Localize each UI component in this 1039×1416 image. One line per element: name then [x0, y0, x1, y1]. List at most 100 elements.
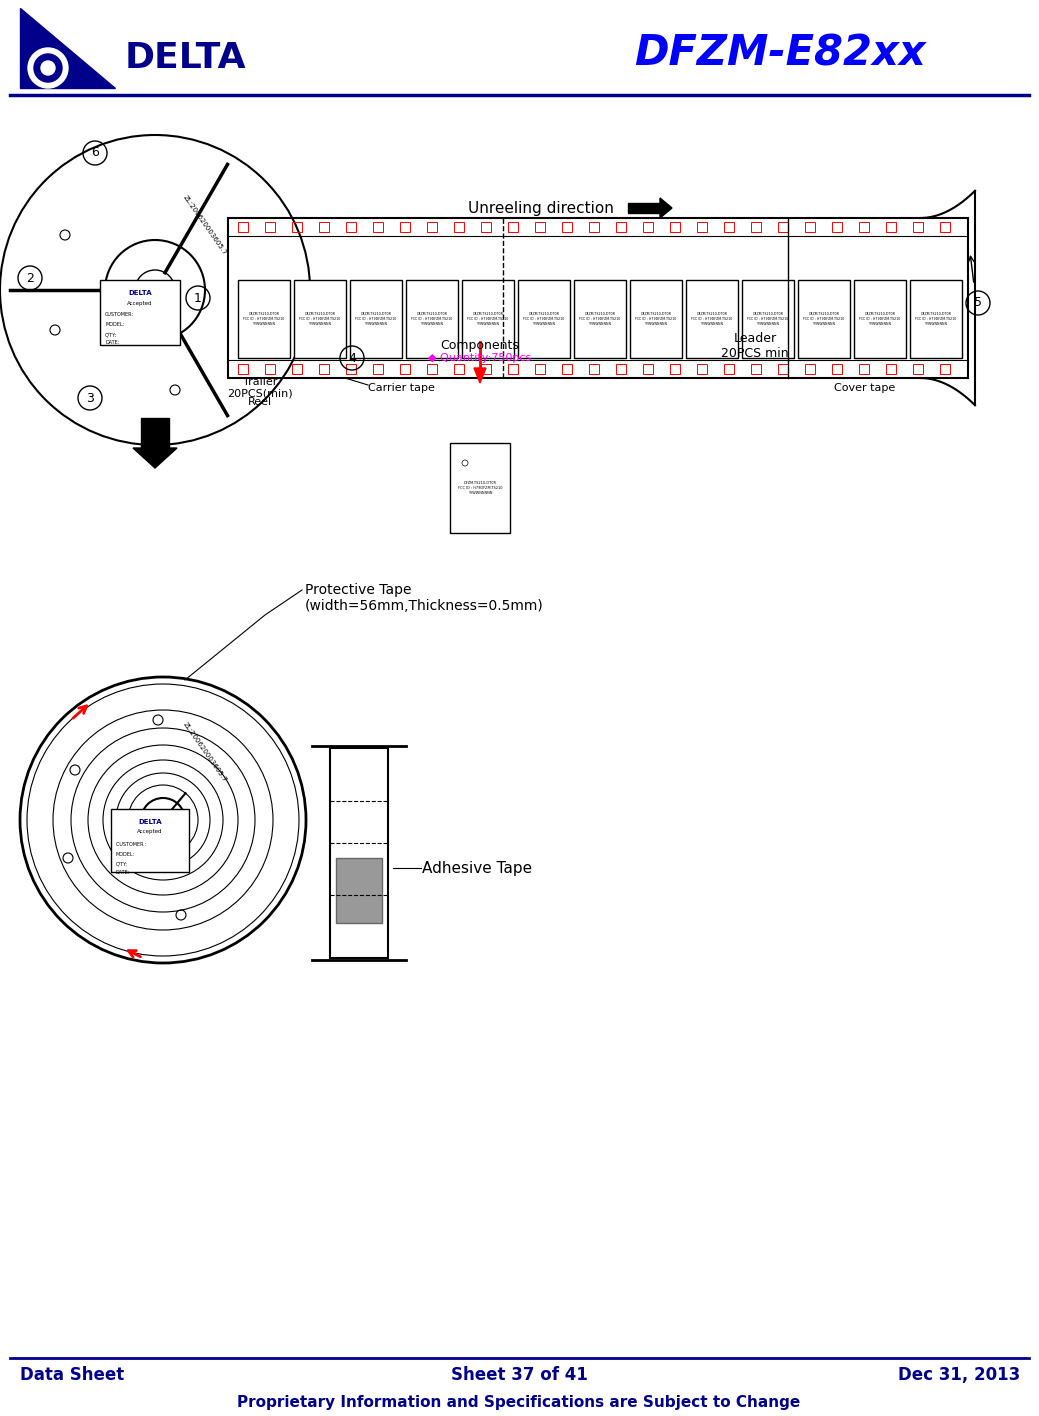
Bar: [238, 222, 248, 232]
Bar: [265, 222, 275, 232]
Bar: [562, 364, 572, 374]
Bar: [724, 364, 734, 374]
Text: DFZM-TS210-DT0R
FCC ID : H79DFZM-TS210
YYWWNNNNN: DFZM-TS210-DT0R FCC ID : H79DFZM-TS210 Y…: [915, 313, 957, 326]
Bar: [940, 364, 950, 374]
Text: Protective Tape
(width=56mm,Thickness=0.5mm): Protective Tape (width=56mm,Thickness=0.…: [305, 583, 543, 613]
Bar: [294, 280, 346, 358]
Bar: [697, 222, 707, 232]
Bar: [427, 222, 437, 232]
Bar: [346, 222, 356, 232]
Bar: [508, 222, 518, 232]
Polygon shape: [474, 368, 486, 382]
Text: Sheet 37 of 41: Sheet 37 of 41: [451, 1366, 587, 1383]
Bar: [697, 364, 707, 374]
Bar: [373, 222, 383, 232]
Bar: [373, 364, 383, 374]
Bar: [910, 280, 962, 358]
Bar: [346, 364, 356, 374]
Bar: [832, 364, 842, 374]
Text: MODEL:: MODEL:: [105, 323, 125, 327]
Text: DFZM-TS210-DT0R
FCC ID : H79DFZM-TS210
YYWWNNNNN: DFZM-TS210-DT0R FCC ID : H79DFZM-TS210 Y…: [635, 313, 676, 326]
Bar: [111, 809, 189, 872]
Text: DATE:: DATE:: [105, 340, 119, 346]
Bar: [450, 443, 510, 532]
Text: DFZM-TS210-DT0R
FCC ID : H79DFZM-TS210
YYWWNNNNN: DFZM-TS210-DT0R FCC ID : H79DFZM-TS210 Y…: [524, 313, 564, 326]
Bar: [805, 222, 815, 232]
Text: Dec 31, 2013: Dec 31, 2013: [898, 1366, 1020, 1383]
Bar: [481, 364, 491, 374]
Polygon shape: [20, 8, 115, 88]
Bar: [630, 280, 682, 358]
Text: 2: 2: [26, 272, 34, 285]
Text: Accepted: Accepted: [127, 300, 153, 306]
Text: DELTA: DELTA: [128, 290, 152, 296]
Text: DFZM-TS210-DT0R
FCC ID : H79DFZM-TS210
YYWWNNNNN: DFZM-TS210-DT0R FCC ID : H79DFZM-TS210 Y…: [458, 481, 502, 494]
Bar: [778, 222, 788, 232]
Bar: [406, 280, 458, 358]
Bar: [859, 364, 869, 374]
Bar: [319, 222, 329, 232]
Text: CUSTOMER:: CUSTOMER:: [105, 313, 134, 317]
Text: DFZM-TS210-DT0R
FCC ID : H79DFZM-TS210
YYWWNNNNN: DFZM-TS210-DT0R FCC ID : H79DFZM-TS210 Y…: [859, 313, 901, 326]
Bar: [265, 364, 275, 374]
Polygon shape: [628, 202, 664, 212]
Text: CUSTOMER :: CUSTOMER :: [116, 841, 146, 847]
Bar: [686, 280, 738, 358]
Bar: [670, 364, 680, 374]
Bar: [319, 364, 329, 374]
Bar: [228, 218, 968, 378]
Bar: [832, 222, 842, 232]
Text: 5: 5: [974, 296, 982, 310]
Polygon shape: [141, 418, 169, 447]
Bar: [518, 280, 570, 358]
Text: 1: 1: [194, 292, 202, 304]
Bar: [854, 280, 906, 358]
Bar: [535, 364, 545, 374]
Bar: [562, 222, 572, 232]
Text: DFZM-E82xx: DFZM-E82xx: [634, 33, 926, 75]
Text: DFZM-TS210-DT0R
FCC ID : H79DFZM-TS210
YYWWNNNNN: DFZM-TS210-DT0R FCC ID : H79DFZM-TS210 Y…: [411, 313, 453, 326]
Text: DELTA: DELTA: [138, 818, 162, 826]
Text: DATE:: DATE:: [116, 869, 130, 875]
Text: DFZM-TS210-DT0R
FCC ID : H79DFZM-TS210
YYWWNNNNN: DFZM-TS210-DT0R FCC ID : H79DFZM-TS210 Y…: [580, 313, 620, 326]
Text: 6: 6: [91, 146, 99, 160]
Bar: [643, 364, 652, 374]
Bar: [616, 222, 627, 232]
Bar: [589, 222, 600, 232]
Bar: [886, 364, 896, 374]
Bar: [454, 364, 464, 374]
Bar: [670, 222, 680, 232]
Circle shape: [28, 48, 68, 88]
Text: DFZM-TS210-DT0R
FCC ID : H79DFZM-TS210
YYWWNNNNN: DFZM-TS210-DT0R FCC ID : H79DFZM-TS210 Y…: [691, 313, 732, 326]
Bar: [589, 364, 600, 374]
Text: DFZM-TS210-DT0R
FCC ID : H79DFZM-TS210
YYWWNNNNN: DFZM-TS210-DT0R FCC ID : H79DFZM-TS210 Y…: [355, 313, 397, 326]
Bar: [616, 364, 627, 374]
Text: Unreeling direction: Unreeling direction: [468, 201, 614, 215]
Bar: [454, 222, 464, 232]
Bar: [330, 748, 388, 959]
Circle shape: [41, 61, 55, 75]
Bar: [913, 222, 923, 232]
Text: Trailer
20PCS(min): Trailer 20PCS(min): [228, 377, 293, 399]
Text: ZL:200620003605.7: ZL:200620003605.7: [182, 721, 228, 783]
Bar: [350, 280, 402, 358]
Text: Reel: Reel: [248, 396, 272, 406]
Bar: [751, 222, 761, 232]
Text: Carrier tape: Carrier tape: [368, 382, 435, 394]
Circle shape: [34, 54, 62, 82]
Bar: [100, 280, 180, 346]
Bar: [427, 364, 437, 374]
Text: DFZM-TS210-DT0R
FCC ID : H79DFZM-TS210
YYWWNNNNN: DFZM-TS210-DT0R FCC ID : H79DFZM-TS210 Y…: [747, 313, 789, 326]
Text: Cover tape: Cover tape: [833, 382, 895, 394]
Bar: [481, 222, 491, 232]
Text: Q'TY:: Q'TY:: [116, 861, 128, 867]
Bar: [292, 364, 302, 374]
Bar: [238, 364, 248, 374]
Bar: [805, 364, 815, 374]
Bar: [400, 222, 410, 232]
Text: DFZM-TS210-DT0R
FCC ID : H79DFZM-TS210
YYWWNNNNN: DFZM-TS210-DT0R FCC ID : H79DFZM-TS210 Y…: [468, 313, 509, 326]
Bar: [336, 858, 382, 923]
Text: DFZM-TS210-DT0R
FCC ID : H79DFZM-TS210
YYWWNNNNN: DFZM-TS210-DT0R FCC ID : H79DFZM-TS210 Y…: [243, 313, 285, 326]
Bar: [238, 280, 290, 358]
Bar: [940, 222, 950, 232]
